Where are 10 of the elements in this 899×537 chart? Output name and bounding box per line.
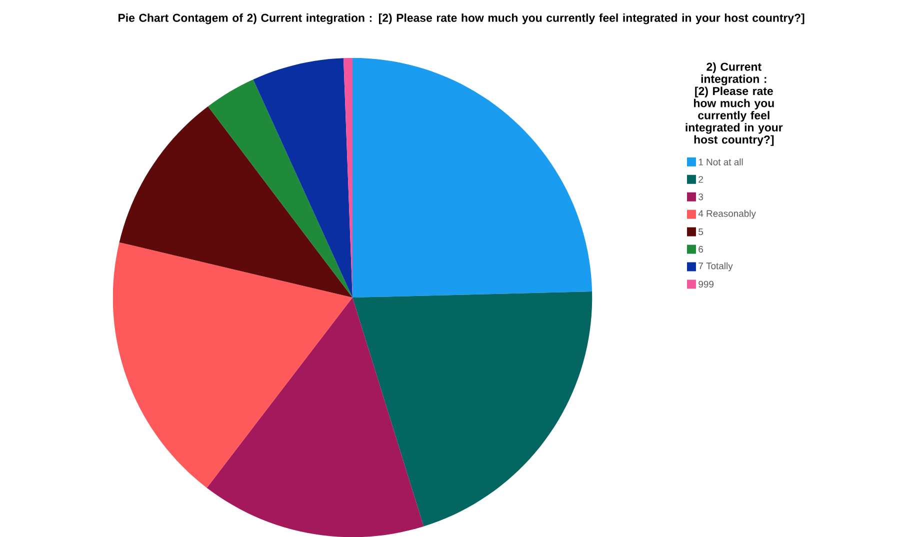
legend-label: 1 Not at all: [698, 158, 743, 166]
legend-label: 4 Reasonably: [698, 210, 756, 219]
legend-label: 5: [698, 228, 704, 235]
legend-label: 3: [698, 193, 704, 200]
legend-label: 2: [698, 176, 703, 183]
legend-title: 2) Current integration : [2) Please rate how much you currently feel integrated in your host country?]: [686, 62, 783, 146]
legend-label: 7 Totally: [698, 262, 733, 272]
legend-label: 999: [698, 280, 714, 288]
chart-title: Pie Chart Contagem of 2) Current integration : [2) Please rate how much you currently feel integrated in your host country?]: [118, 13, 804, 24]
legend-label: 6: [698, 246, 704, 253]
